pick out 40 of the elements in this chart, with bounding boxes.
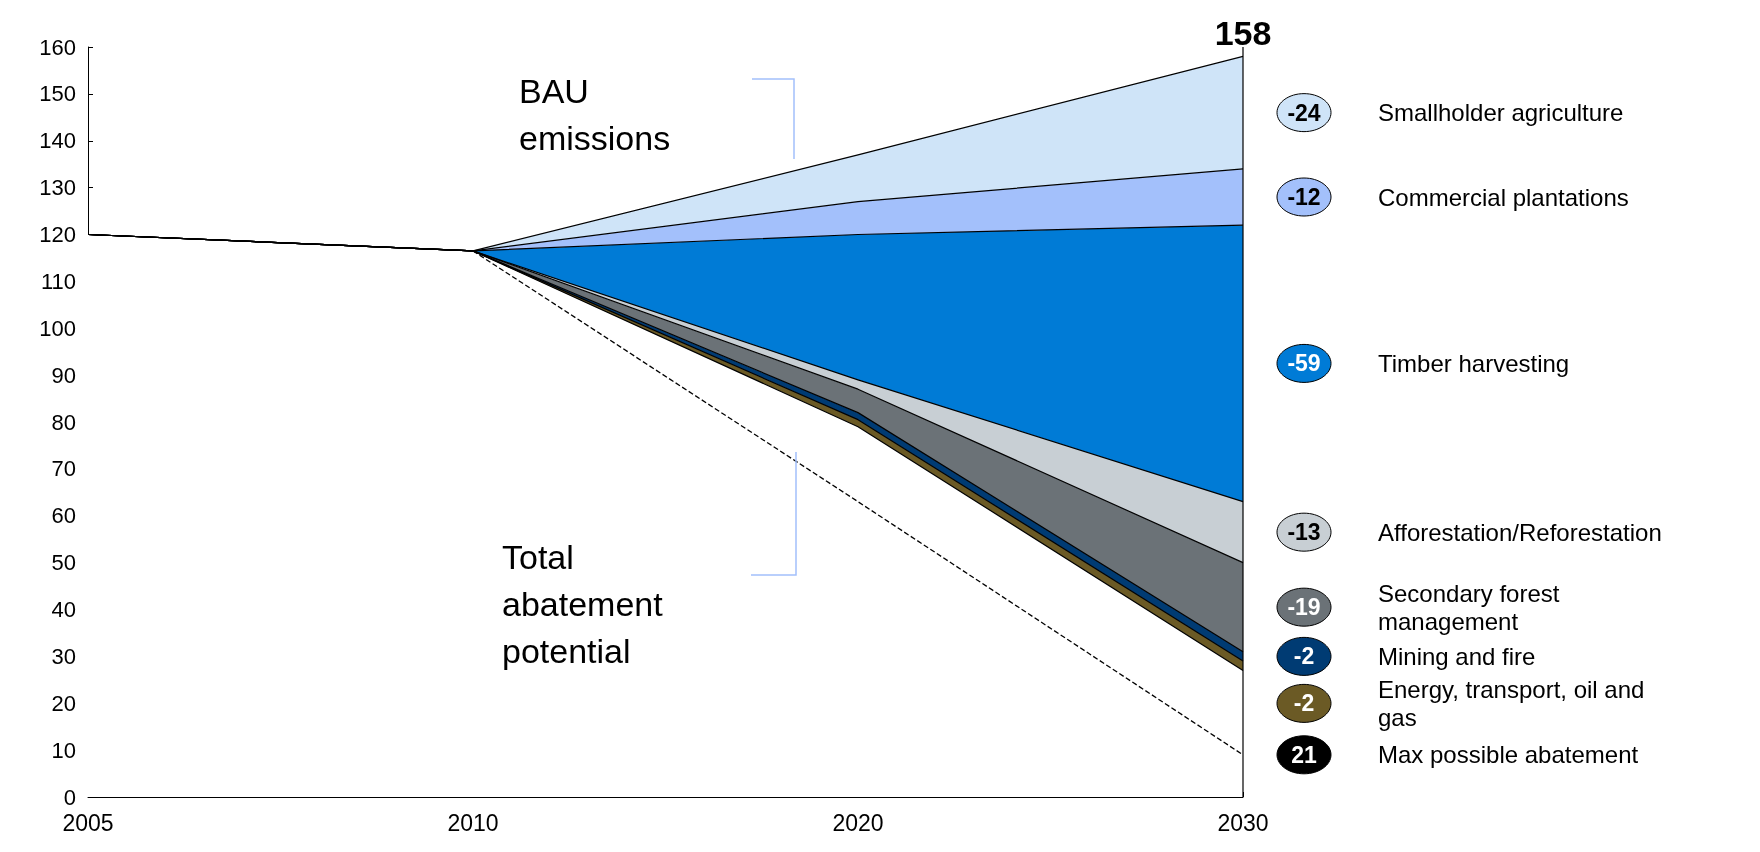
y-tick-label: 120 — [39, 222, 76, 247]
y-tick-label: 90 — [51, 362, 76, 388]
y-tick-label: 100 — [39, 315, 76, 341]
y-tick-label: 140 — [39, 128, 76, 154]
y-tick-label: 80 — [51, 409, 76, 435]
annotation: Total abatement potential — [502, 537, 673, 670]
y-tick-label: 70 — [51, 456, 76, 482]
y-tick-label: 130 — [39, 175, 76, 201]
x-tick-label: 2010 — [447, 809, 499, 836]
legend-label: Afforestation/Reforestation — [1378, 518, 1662, 546]
y-tick-label: 0 — [63, 784, 76, 810]
legend-label: Secondary forest management — [1378, 579, 1567, 635]
x-tick-label: 2030 — [1217, 809, 1269, 836]
text: 21 — [1291, 741, 1317, 768]
legend-label: Max possible abatement — [1378, 741, 1639, 769]
x-tick-label: 2020 — [832, 809, 884, 836]
annotation: BAU emissions — [519, 71, 671, 157]
y-tick-label: 150 — [39, 81, 76, 107]
text: -19 — [1287, 594, 1321, 621]
text: -13 — [1287, 519, 1321, 546]
y-tick-label: 20 — [51, 690, 76, 716]
y-tick-label: 10 — [51, 737, 76, 763]
y-tick-label: 40 — [51, 597, 76, 622]
legend-label: Mining and fire — [1378, 642, 1536, 670]
y-tick-label: 30 — [51, 643, 76, 669]
y-tick-label: 160 — [39, 34, 76, 60]
annotation: 158 — [1214, 14, 1272, 53]
text: -24 — [1287, 99, 1321, 126]
text: -59 — [1287, 350, 1321, 377]
legend-label: Timber harvesting — [1378, 349, 1570, 377]
y-tick-label: 60 — [51, 503, 76, 529]
legend-label: Energy, transport, oil and gas — [1378, 675, 1652, 731]
text: -2 — [1293, 690, 1315, 717]
legend-label: Commercial plantations — [1378, 183, 1629, 211]
legend-label: Smallholder agriculture — [1378, 99, 1624, 127]
text: -12 — [1287, 184, 1321, 210]
y-tick-label: 50 — [51, 550, 76, 576]
x-tick-label: 2005 — [62, 809, 114, 836]
y-tick-label: 110 — [40, 268, 76, 294]
text: -2 — [1293, 643, 1315, 670]
